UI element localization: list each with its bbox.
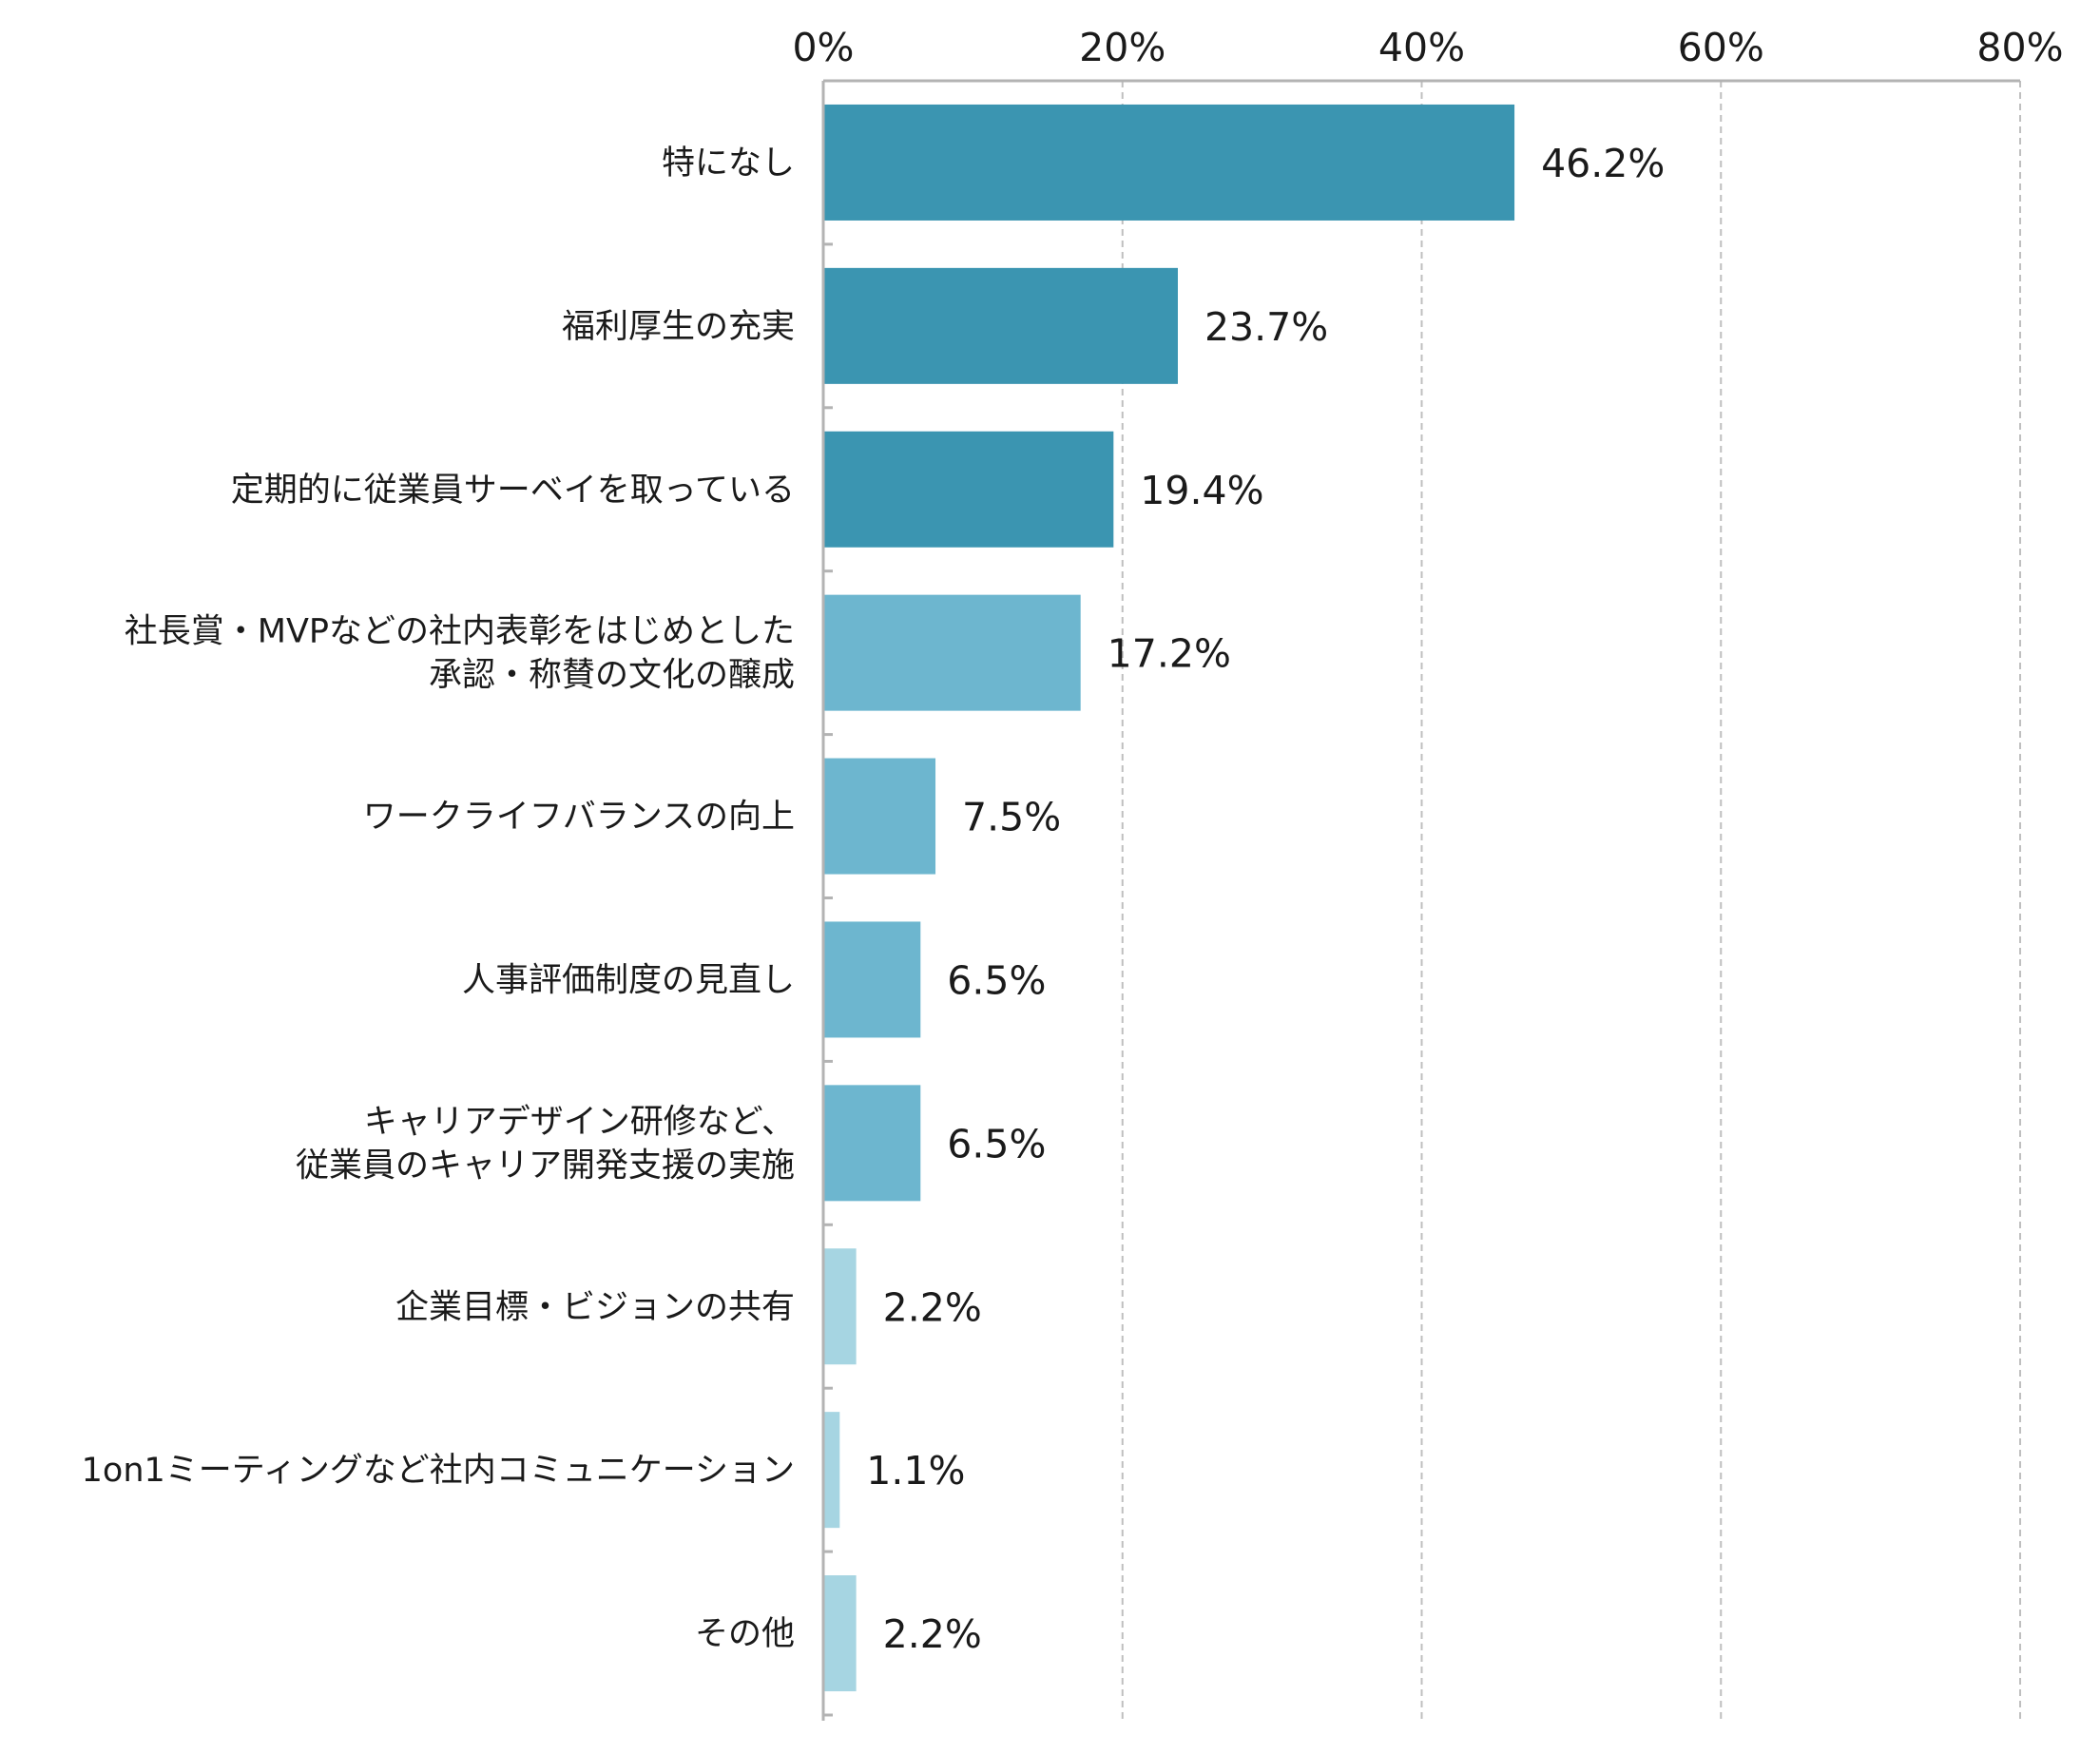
category-label: ワークライフバランスの向上 (363, 799, 795, 837)
category-label: キャリアデザイン研修など、 (364, 1103, 795, 1141)
bar-layer (824, 104, 1515, 1692)
data-label: 17.2% (1108, 631, 1231, 677)
bar (824, 1575, 857, 1692)
category-label: その他 (695, 1615, 795, 1653)
bar (824, 431, 1114, 548)
x-tick-label: 80% (1976, 25, 2063, 70)
x-tick-label: 40% (1378, 25, 1465, 70)
label-layer: 0% 20% 40% 60% 80% 46.2% 特になし 23.7% 福利厚生の充実 19.4%… (82, 25, 2064, 1657)
bar (824, 267, 1178, 384)
category-label: 社長賞・MVPなどの社内表彰をはじめとした (125, 613, 795, 651)
category-label: 1on1ミーティングなど社内コミュニケーション (82, 1452, 795, 1490)
data-label: 19.4% (1140, 468, 1263, 513)
x-tick-label: 20% (1079, 25, 1166, 70)
data-label: 6.5% (947, 1121, 1046, 1166)
bar (824, 104, 1515, 221)
category-label: 特になし (662, 145, 795, 183)
data-label: 6.5% (947, 957, 1046, 1003)
bar (824, 1085, 921, 1202)
bar (824, 1248, 857, 1365)
data-label: 2.2% (883, 1611, 982, 1657)
x-tick-label: 0% (792, 25, 854, 70)
bar (824, 1412, 840, 1529)
axis-layer (821, 79, 2020, 1721)
x-tick-label: 60% (1678, 25, 1764, 70)
bar (824, 758, 936, 875)
category-label: 従業員のキャリア開発支援の実施 (296, 1147, 795, 1185)
bar (824, 594, 1081, 711)
category-label: 福利厚生の充実 (562, 308, 795, 346)
data-label: 46.2% (1541, 141, 1665, 186)
category-label: 企業目標・ビジョンの共有 (395, 1288, 795, 1326)
data-label: 7.5% (962, 795, 1061, 840)
bar (824, 921, 921, 1038)
category-label: 定期的に従業員サーベイを取っている (231, 472, 795, 510)
category-label: 承認・称賛の文化の醸成 (429, 657, 795, 695)
category-label: 人事評価制度の見直し (462, 961, 795, 999)
data-label: 2.2% (883, 1284, 982, 1330)
data-label: 23.7% (1204, 304, 1328, 350)
data-label: 1.1% (866, 1448, 965, 1494)
